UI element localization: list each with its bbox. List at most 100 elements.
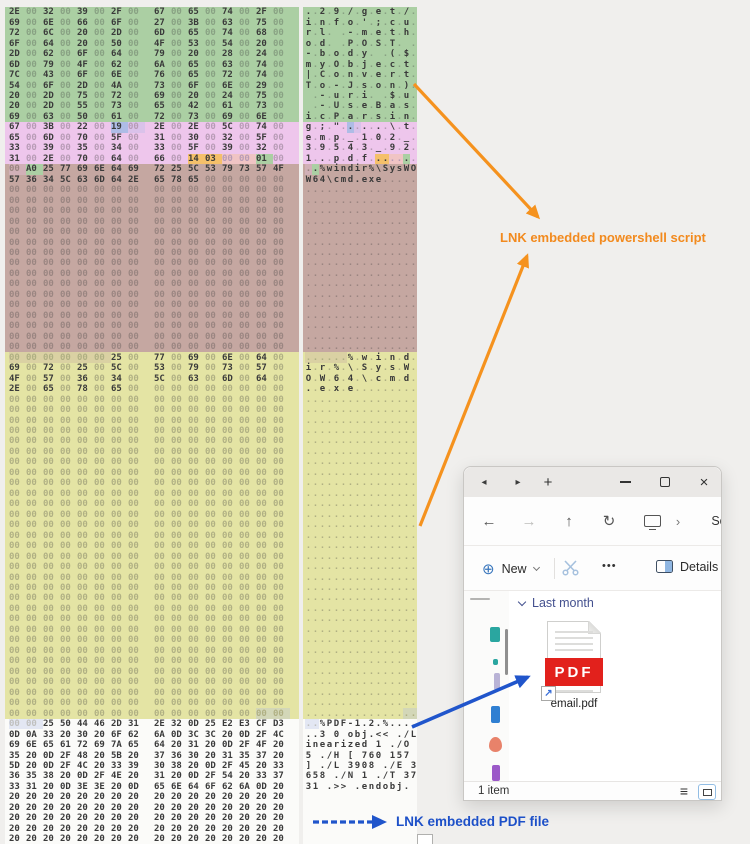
hex-row: 00 00 00 00 00 00 00 00 00 00 00 00 00 00 00 00........… (5, 572, 417, 583)
pdf-file-icon: PDF ↗ (541, 621, 603, 701)
hex-row: 20 00 2D 00 55 00 73 00 65 00 42 00 61 00 73 00 .-.U.s.… (5, 101, 417, 112)
hex-row: 20 20 20 20 20 20 20 20 20 20 20 20 20 20 20 20 (5, 792, 417, 803)
more-options-icon[interactable]: ••• (602, 560, 617, 572)
powershell-annotation: LNK embedded powershell script (500, 230, 706, 245)
minimize-icon[interactable] (617, 467, 633, 497)
refresh-icon[interactable]: ↻ (602, 513, 616, 530)
hex-row: 69 00 72 00 25 00 5C 00 53 00 79 00 73 00 57 00 i. r.%. \.… (5, 362, 417, 374)
hex-row: 00 00 00 00 00 00 00 00 00 00 00 00 00 00 00 00........… (5, 635, 417, 646)
hex-dump: 2E 00 32 00 39 00 2F 00 67 00 65 00 74 00 2F 00.. 2. 9. /.… (5, 5, 417, 844)
list-view-icon[interactable]: ≡ (679, 783, 688, 799)
hex-row: 00 00 00 00 00 00 00 00 00 00 00 00 00 00 00 00........… (5, 404, 417, 416)
explorer-statusbar: 1 item ≡ (464, 781, 721, 800)
sidebar-purple-icon[interactable] (492, 765, 500, 781)
hex-row: 6F 00 64 00 20 00 50 00 4F 00 53 00 54 00 20 00 o. d. .P.… (5, 38, 417, 49)
hex-row: 33 31 20 0D 3E 3E 20 0D 65 6E 64 6F 62 6A 0D 20 3 1 . > > .… (5, 781, 417, 793)
sidebar-salmon-icon[interactable] (489, 737, 502, 752)
toolbar-divider (554, 558, 555, 579)
hex-row: 00 00 00 00 00 00 00 00 00 00 00 00 00 00 00 00........… (5, 268, 417, 280)
hex-row: 00 00 00 00 00 00 00 00 00 00 00 00 00 00 00 00........… (5, 184, 417, 196)
hex-row: 00 00 00 00 00 00 00 00 00 00 00 00 00 00 00 00........… (5, 593, 417, 604)
hex-row: 20 20 20 20 20 20 20 20 20 20 20 20 20 20 20 20 (5, 813, 417, 824)
hex-row: 36 35 38 20 0D 2F 4E 20 31 20 0D 2F 54 20 33 37 6 5 8 . / N … (5, 771, 417, 782)
sidebar-scrollbar[interactable] (505, 629, 508, 675)
hex-row: 00 00 25 50 44 46 2D 31 2E 32 0D 25 E2 E3 CF D3..% P D F -1… (5, 718, 417, 730)
hex-row: 20 00 2D 00 75 00 72 00 69 00 20 00 24 00 75 00 .-.u.r.… (5, 90, 417, 102)
hex-row: 00 00 00 00 00 00 00 00 00 00 00 00 00 00 00 00........… (5, 467, 417, 479)
hex-row: 31 00 2E 00 70 00 64 00 66 00 14 03 00 00 01 00 1... p. d.… (5, 153, 417, 165)
hex-row: 65 00 6D 00 70 00 5F 00 31 00 30 00 32 00 5F 00 e. m. p. _.… (5, 132, 417, 144)
thumbnail-view-icon[interactable] (698, 784, 716, 800)
hex-row: 00 00 00 00 00 00 00 00 00 00 00 00 00 00 00 00........… (5, 415, 417, 426)
details-button[interactable]: Details (680, 560, 719, 574)
hex-row: 57 36 34 5C 63 6D 64 2E 65 78 65 00 00 00 00 00 W 6 4 \ c m d.… (5, 174, 417, 185)
hex-row: 00 00 00 00 00 00 00 00 00 00 00 00 00 00 00 00........… (5, 551, 417, 562)
sidebar-blue-icon[interactable] (491, 706, 500, 723)
arrow-powershell-top (412, 82, 541, 220)
details-pane-icon (656, 560, 673, 573)
hex-row: 00 00 00 00 00 00 00 00 00 00 00 00 00 00 00 00........… (5, 540, 417, 552)
new-tab-icon[interactable]: + (543, 473, 553, 491)
hex-row: 6D 00 79 00 4F 00 62 00 6A 00 65 00 63 00 74 00 m. y. O. b.… (5, 59, 417, 70)
sidebar-teal-dot-icon[interactable] (493, 659, 498, 665)
nav-up-icon[interactable]: ↑ (565, 512, 573, 530)
maximize-icon[interactable] (657, 467, 673, 497)
hex-row: 00 00 00 00 00 00 00 00 00 00 00 00 00 00 00 00........… (5, 645, 417, 657)
hex-row: 00 00 00 00 00 00 00 00 00 00 00 00 00 00 00 00........… (5, 279, 417, 290)
hex-row: 2E 00 32 00 39 00 2F 00 67 00 65 00 74 00 2F 00.. 2. 9. /.… (5, 7, 417, 18)
nav-back-icon[interactable]: ← (481, 512, 497, 530)
tab-forward-icon[interactable]: ▸ (515, 476, 521, 488)
hex-row: 00 00 00 00 00 00 00 00 00 00 00 00 00 00 00 00........… (5, 331, 417, 342)
group-header[interactable]: Last month (517, 596, 594, 610)
hex-row: 00 00 00 00 00 00 00 00 00 00 00 00 00 00 00 00........… (5, 603, 417, 615)
hex-row: 00 00 00 00 00 00 00 00 00 00 00 00 00 00 00 00........… (5, 614, 417, 625)
hex-row: 20 20 20 20 20 20 20 20 20 20 20 20 20 20 20 20 (5, 834, 417, 844)
sidebar-lavender-icon[interactable] (494, 673, 500, 690)
cutoff-box (417, 834, 433, 844)
pdf-file-tile[interactable]: PDF ↗ email.pdf (541, 621, 604, 710)
tab-back-icon[interactable]: ◂ (481, 476, 487, 488)
nav-forward-icon[interactable]: → (521, 512, 537, 530)
explorer-navbar: ← → ↑ ↻ › Se (464, 497, 721, 546)
hex-row: 00 00 00 00 00 00 00 00 00 00 00 00 00 00 00 00........… (5, 394, 417, 405)
hex-row: 33 00 39 00 35 00 34 00 33 00 5F 00 39 00 32 00 3. 9. 5. 4.… (5, 143, 417, 154)
hex-row: 35 20 0D 2F 48 20 5B 20 37 36 30 20 31 35 37 20 5 . / H [ … (5, 750, 417, 761)
explorer-titlebar: ◂ ▸ + × (464, 467, 721, 497)
explorer-sidebar (464, 591, 509, 781)
hex-row: 00 00 00 00 00 00 00 00 00 00 00 00 00 00 00 00........… (5, 321, 417, 332)
hex-row: 00 00 00 00 00 00 00 00 00 00 00 00 00 00 00 00........… (5, 530, 417, 541)
hex-row: 00 00 00 00 00 00 00 00 00 00 00 00 00 00 00 00........… (5, 216, 417, 227)
hex-row: 00 00 00 00 00 00 00 00 00 00 00 00 00 00 00 00........… (5, 582, 417, 594)
hex-row: 00 00 00 00 00 00 00 00 00 00 00 00 00 00 00 00........… (5, 509, 417, 520)
group-header-label: Last month (532, 596, 594, 610)
hex-row: 00 00 00 00 00 00 00 00 00 00 00 00 00 00 00 00........… (5, 677, 417, 688)
pdf-badge: PDF (545, 658, 603, 686)
hex-row: 00 00 00 00 00 00 00 00 00 00 00 00 00 00 00 00........… (5, 258, 417, 269)
new-button[interactable]: ⊕ New (474, 554, 547, 583)
hex-row: 00 00 00 00 00 00 00 00 00 00 00 00 00 00 00 00........… (5, 342, 417, 353)
new-dropdown-icon (532, 563, 540, 572)
hex-row: 7C 00 43 00 6F 00 6E 00 76 00 65 00 72 00 74 00 |. C. o. n.… (5, 69, 417, 81)
hex-row: 67 00 3B 00 22 00 19 00 2E 00 2E 00 5C 00 74 00 g.;. "...… (5, 122, 417, 133)
hex-row: 00 00 00 00 00 00 00 00 00 00 00 00 00 00 00 00........… (5, 457, 417, 468)
search-label-fragment[interactable]: Se (711, 514, 721, 528)
pdf-file-name: email.pdf (550, 698, 598, 710)
this-pc-monitor-icon[interactable] (642, 497, 662, 545)
hex-row: 00 00 00 00 00 00 00 00 00 00 00 00 00 00 00 00........… (5, 666, 417, 677)
sidebar-teal-folder-icon[interactable] (490, 627, 500, 642)
hex-row: 20 20 20 20 20 20 20 20 20 20 20 20 20 20 20 20 (5, 802, 417, 814)
hex-row: 69 00 6E 00 66 00 6F 00 27 00 3B 00 63 00 75 00 i. n. f. o.… (5, 17, 417, 28)
hex-row: 69 6E 65 61 72 69 7A 65 64 20 31 20 0D 2F 4F 20 i n e a r i z e… (5, 739, 417, 751)
hex-row: 00 00 00 00 00 00 00 00 00 00 00 00 00 00 00 00........… (5, 656, 417, 667)
close-icon[interactable]: × (699, 473, 709, 491)
hex-row: 00 00 00 00 00 00 00 00 00 00 00 00 00 00 00 00........… (5, 300, 417, 311)
pdf-annotation: LNK embedded PDF file (396, 814, 550, 829)
hex-row: 00 00 00 00 00 00 00 00 00 00 00 00 00 00 00 00........… (5, 195, 417, 206)
sidebar-dash-icon (470, 598, 490, 600)
hex-row: 00 00 00 00 00 00 00 00 00 00 00 00 00 00 00 00........… (5, 289, 417, 301)
cut-icon[interactable] (562, 559, 579, 581)
hex-row: 00 00 00 00 00 00 00 00 00 00 00 00 00 00 00 00........… (5, 310, 417, 322)
hex-row: 00 00 00 00 00 00 00 00 00 00 00 00 00 00 00 00........… (5, 687, 417, 698)
